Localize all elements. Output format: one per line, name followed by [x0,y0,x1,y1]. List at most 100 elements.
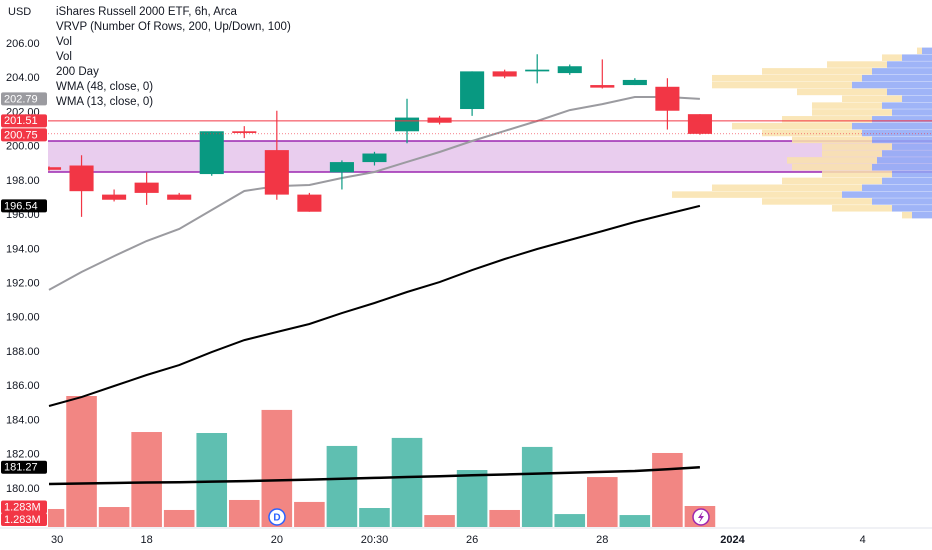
x-tick-label: 20:30 [361,534,389,546]
profile-down [672,191,842,198]
profile-down [782,116,872,123]
volume-bar [619,515,651,527]
profile-up [872,116,932,123]
profile-down [827,61,887,68]
profile-down [797,88,887,96]
candle-body [69,165,94,192]
chart-title: iShares Russell 2000 ETF, 6h, Arca [56,6,237,18]
candle-body [460,71,485,110]
legend-entry: WMA (48, close, 0) [56,81,153,93]
ma-line [48,96,700,291]
last-price-tag: 200.75 [4,129,38,141]
dividend-icon[interactable] [692,508,710,526]
wma48-tag-bg [1,199,47,213]
volume-bar [228,499,260,527]
profile-down [787,157,877,164]
y-tick-label: 194.00 [6,243,40,255]
candle-body [525,69,550,72]
profile-up [872,163,932,171]
volume-tag: 1.283M [4,514,41,526]
y-tick-label: 188.00 [6,346,40,358]
volume-bar [359,508,390,527]
profile-down [842,95,902,103]
profile-up [892,143,932,150]
volume-ma-tag-bg [1,460,47,474]
profile-up [872,136,932,144]
candle-body [134,182,159,193]
candle-body [394,117,420,132]
candle-body [655,86,680,111]
profile-down [902,211,912,219]
volume-bar [587,477,618,527]
candle-body [264,150,289,195]
volume-bar [131,432,162,527]
y-tick-label: 182.00 [6,449,40,461]
profile-down [832,205,892,212]
x-tick-label: 18 [141,534,153,546]
volume-tag-bg [1,513,47,526]
wma13-tag-bg [1,92,47,106]
y-tick-label: 200.00 [6,141,40,153]
volume-bar [66,396,97,527]
legend-entry: Vol [56,36,72,48]
profile-down [812,102,882,109]
wma48-tag: 196.54 [4,200,38,212]
candle-body [167,194,192,200]
legend-entry: Vol [56,51,72,63]
candle-body [687,114,712,134]
volume-bar [391,437,423,527]
candle-body [557,66,582,74]
profile-up [912,211,932,219]
candle-body [622,79,647,86]
y-tick-label: 184.00 [6,414,40,426]
profile-up [882,150,932,157]
candle-body [590,85,615,88]
candle-body [297,194,322,212]
profile-up [902,54,932,61]
x-tick-label: 4 [860,534,866,546]
volume-bar [98,507,130,527]
currency: USD [8,6,31,18]
profile-up [902,95,932,103]
volume-tag: 1.283M [4,501,41,513]
y-tick-label: 192.00 [6,278,40,290]
volume-bar [554,514,586,527]
candle-body [329,162,354,173]
legend: iShares Russell 2000 ETF, 6h, Arca VRVP … [56,6,291,108]
y-tick-label: 198.00 [6,175,40,187]
last-price-tag-bg [1,128,47,142]
profile-down [762,129,862,137]
value-area [48,141,932,173]
profile-up [862,74,932,82]
volume-bar [261,409,293,527]
candle-body [362,153,387,163]
candle-body [232,131,257,133]
volume-ma-tag: 181.27 [4,462,38,474]
x-tick-label: 26 [466,534,478,546]
profile-down [792,163,872,171]
event-icon[interactable]: D [268,508,286,526]
profile-up [877,157,932,164]
candle-body [492,71,517,77]
x-tick-label: 20 [271,534,283,546]
profile-up [842,191,932,198]
y-tick-label: 204.00 [6,72,40,84]
x-tick-label: 2024 [720,534,745,546]
profile-down [732,122,852,130]
candle-body [48,167,62,170]
profile-down [782,177,882,185]
volume-bar [163,509,195,527]
price-line-tag: 201.51 [4,115,38,127]
profile-down [712,74,862,82]
ma-line [48,204,701,407]
y-tick-label: 206.00 [6,38,40,50]
profile-down [822,150,882,157]
volume-bar [489,509,520,527]
legend-entry: VRVP (Number Of Rows, 200, Up/Down, 100) [56,21,291,33]
price-axis: 206.00204.00202.00200.00198.00196.00194.… [1,38,47,526]
profile-down [822,143,892,150]
candle-body [102,194,127,200]
svg-text:D: D [273,513,280,524]
profile-up [892,170,932,178]
